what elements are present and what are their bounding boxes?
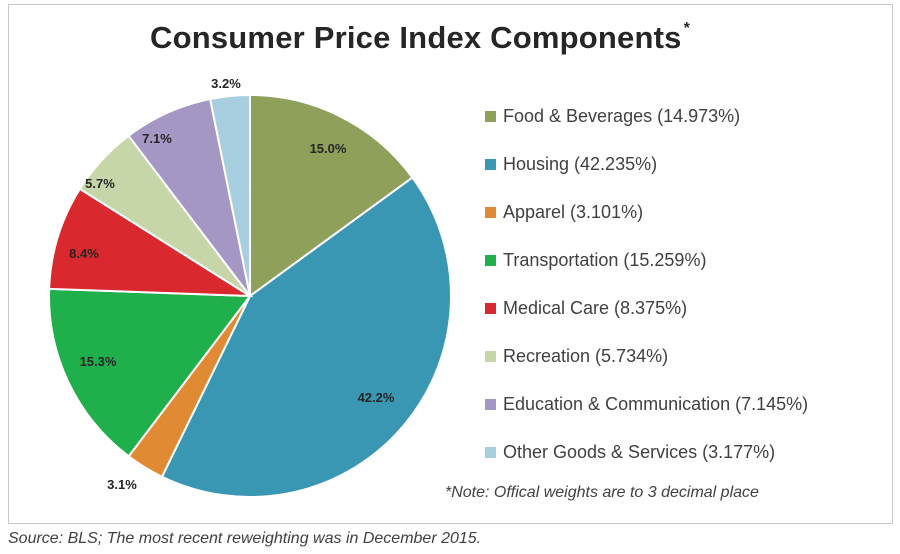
slice-label-transportation: 15.3% — [80, 354, 117, 369]
slice-label-other-goods-and-services: 3.2% — [211, 76, 241, 91]
legend-swatch — [485, 350, 496, 362]
legend-item-medical-care: Medical Care (8.375%) — [485, 295, 687, 321]
legend-swatch — [485, 158, 496, 170]
pie-slice-transportation — [48, 287, 252, 458]
pie-slice-food-and-beverages — [249, 93, 414, 298]
legend-swatch — [485, 302, 496, 314]
title-asterisk: * — [683, 20, 691, 37]
legend-swatch — [485, 110, 496, 122]
legend-item-transportation: Transportation (15.259%) — [485, 247, 706, 273]
slice-label-food-and-beverages: 15.0% — [310, 141, 347, 156]
legend-item-housing: Housing (42.235%) — [485, 151, 657, 177]
legend-item-recreation: Recreation (5.734%) — [485, 343, 668, 369]
chart-note: *Note: Offical weights are to 3 decimal … — [445, 484, 759, 501]
legend-swatch — [485, 254, 496, 266]
legend-label: Food & Beverages (14.973%) — [503, 105, 741, 126]
legend-label: Medical Care (8.375%) — [503, 297, 688, 318]
slice-label-medical-care: 8.4% — [69, 246, 99, 261]
legend-label: Recreation (5.734%) — [503, 345, 669, 366]
chart-title-text: Consumer Price Index Components — [150, 20, 682, 55]
pie-slice-medical-care — [48, 187, 254, 298]
legend-swatch — [485, 398, 496, 410]
pie-slice-other-goods-and-services — [208, 93, 251, 297]
slice-label-apparel: 3.1% — [107, 477, 137, 492]
legend-item-other-goods-and-services: Other Goods & Services (3.177%) — [485, 439, 775, 465]
slice-label-housing: 42.2% — [358, 390, 395, 405]
chart-title: Consumer Price Index Components * — [150, 20, 690, 56]
source-caption: Source: BLS; The most recent reweighting… — [8, 530, 482, 547]
pie-slice-housing — [160, 176, 452, 498]
legend-label: Transportation (15.259%) — [503, 249, 707, 270]
legend-label: Other Goods & Services (3.177%) — [503, 441, 776, 462]
legend-label: Apparel (3.101%) — [503, 201, 644, 222]
slice-label-recreation: 5.7% — [85, 176, 115, 191]
legend-item-apparel: Apparel (3.101%) — [485, 199, 643, 225]
legend-swatch — [485, 446, 496, 458]
legend-label: Housing (42.235%) — [503, 153, 658, 174]
legend-label: Education & Communication (7.145%) — [503, 393, 809, 414]
legend-swatch — [485, 206, 496, 218]
legend-item-education-and-communication: Education & Communication (7.145%) — [485, 391, 808, 417]
legend-item-food-and-beverages: Food & Beverages (14.973%) — [485, 103, 740, 129]
slice-label-education-and-communication: 7.1% — [142, 131, 172, 146]
